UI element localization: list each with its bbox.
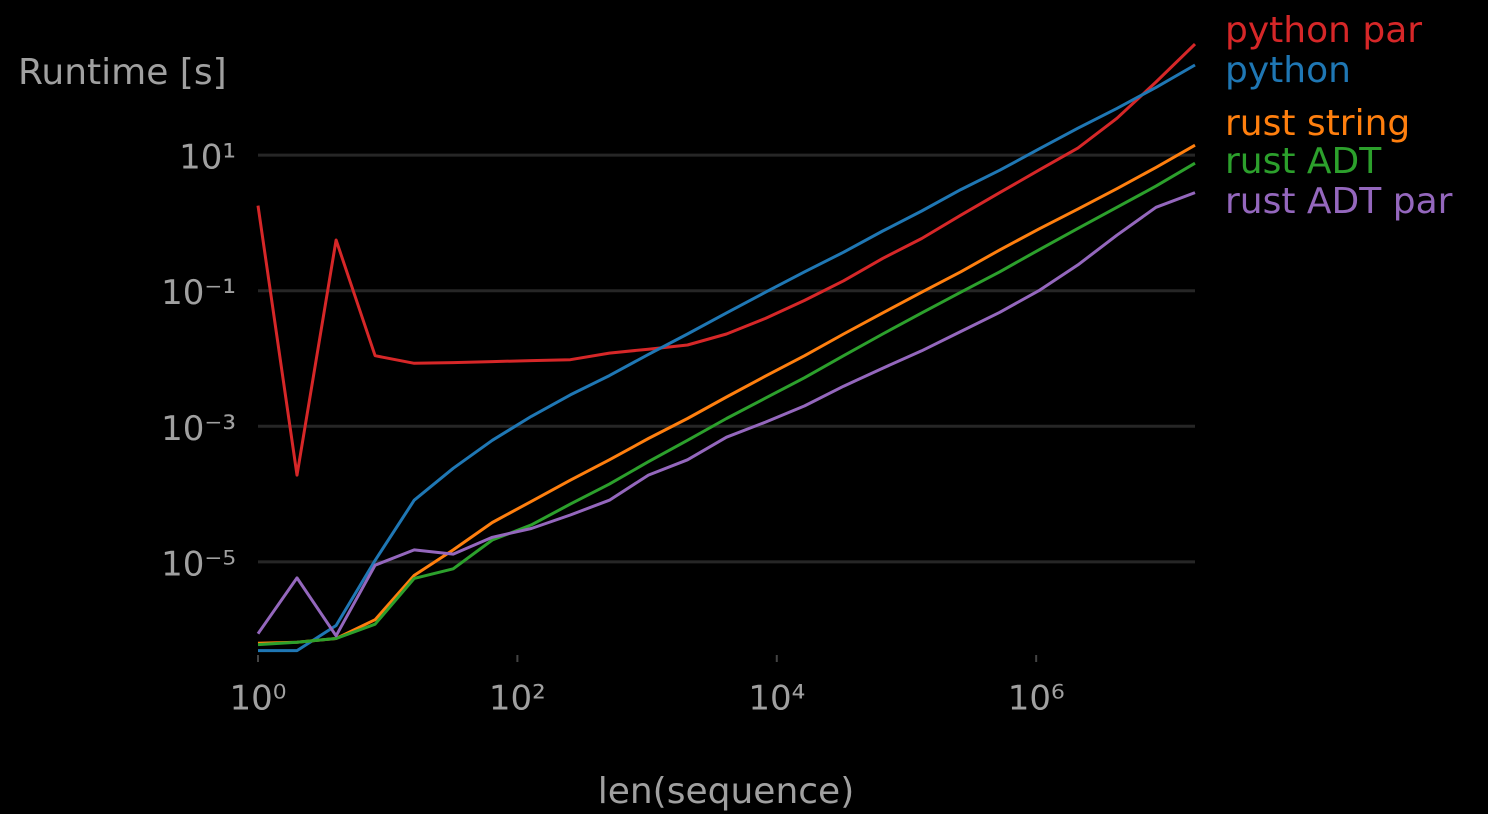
- legend-label: python: [1225, 50, 1351, 91]
- y-tick-label: 10⁻⁵: [161, 544, 236, 584]
- series-line: [257, 143, 1196, 645]
- legend-label: python par: [1225, 10, 1422, 51]
- x-tick-label: 10⁶: [1008, 679, 1065, 719]
- x-axis-label: len(sequence): [598, 771, 855, 812]
- x-tick-label: 10⁴: [748, 679, 805, 719]
- legend-label: rust ADT: [1225, 141, 1382, 182]
- series-line: [256, 43, 1197, 477]
- y-axis-label: Runtime [s]: [18, 52, 227, 93]
- y-tick-label: 10⁻³: [161, 409, 236, 449]
- x-tick-label: 10²: [489, 679, 546, 719]
- y-tick-label: 10⁻¹: [161, 273, 236, 313]
- series-line: [257, 161, 1196, 647]
- series-line: [256, 191, 1196, 638]
- legend-label: rust ADT par: [1225, 181, 1453, 222]
- x-tick-label: 10⁰: [230, 679, 287, 719]
- series-line: [258, 63, 1196, 653]
- y-tick-label: 10¹: [179, 138, 236, 178]
- legend-label: rust string: [1225, 103, 1410, 144]
